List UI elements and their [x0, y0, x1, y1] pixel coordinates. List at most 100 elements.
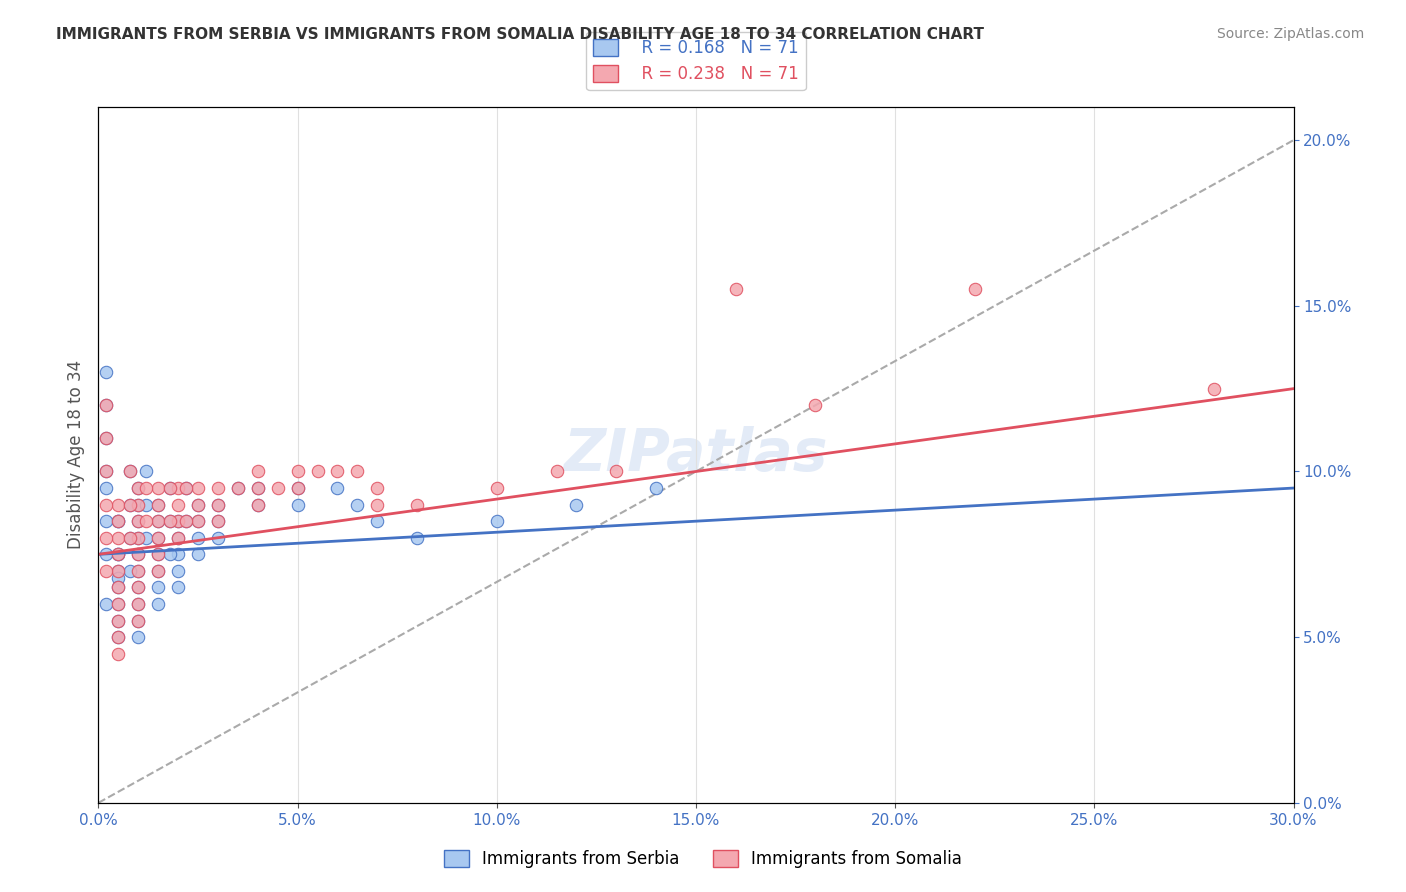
- Point: [127, 498, 149, 512]
- Point: [167, 581, 190, 595]
- Point: [963, 282, 986, 296]
- Point: [127, 597, 149, 611]
- Point: [96, 531, 118, 545]
- Point: [127, 531, 149, 545]
- Point: [187, 498, 209, 512]
- Point: [148, 597, 170, 611]
- Point: [120, 564, 142, 578]
- Point: [546, 465, 568, 479]
- Point: [127, 531, 149, 545]
- Point: [207, 514, 229, 528]
- Point: [226, 481, 249, 495]
- Point: [187, 498, 209, 512]
- Point: [724, 282, 747, 296]
- Point: [167, 481, 190, 495]
- Point: [107, 630, 129, 644]
- Point: [135, 465, 157, 479]
- Point: [326, 465, 349, 479]
- Point: [645, 481, 668, 495]
- Point: [148, 581, 170, 595]
- Point: [107, 581, 129, 595]
- Point: [246, 481, 269, 495]
- Point: [107, 581, 129, 595]
- Point: [287, 465, 309, 479]
- Point: [127, 581, 149, 595]
- Point: [187, 481, 209, 495]
- Point: [107, 570, 129, 584]
- Point: [96, 398, 118, 412]
- Point: [167, 514, 190, 528]
- Point: [148, 514, 170, 528]
- Point: [127, 581, 149, 595]
- Point: [207, 498, 229, 512]
- Point: [135, 498, 157, 512]
- Point: [346, 465, 368, 479]
- Point: [148, 531, 170, 545]
- Point: [267, 481, 290, 495]
- Point: [159, 547, 181, 561]
- Point: [287, 481, 309, 495]
- Point: [246, 481, 269, 495]
- Y-axis label: Disability Age 18 to 34: Disability Age 18 to 34: [66, 360, 84, 549]
- Point: [148, 547, 170, 561]
- Point: [127, 564, 149, 578]
- Point: [148, 514, 170, 528]
- Point: [207, 498, 229, 512]
- Point: [107, 498, 129, 512]
- Point: [148, 547, 170, 561]
- Point: [107, 547, 129, 561]
- Point: [107, 564, 129, 578]
- Point: [246, 498, 269, 512]
- Point: [96, 465, 118, 479]
- Point: [605, 465, 627, 479]
- Point: [167, 498, 190, 512]
- Point: [127, 547, 149, 561]
- Point: [187, 547, 209, 561]
- Point: [207, 514, 229, 528]
- Point: [107, 614, 129, 628]
- Point: [326, 481, 349, 495]
- Point: [207, 481, 229, 495]
- Point: [485, 481, 508, 495]
- Point: [159, 481, 181, 495]
- Point: [96, 564, 118, 578]
- Point: [187, 531, 209, 545]
- Point: [96, 431, 118, 445]
- Point: [148, 531, 170, 545]
- Point: [107, 597, 129, 611]
- Point: [167, 514, 190, 528]
- Point: [127, 514, 149, 528]
- Point: [148, 481, 170, 495]
- Point: [135, 481, 157, 495]
- Point: [167, 531, 190, 545]
- Point: [406, 531, 429, 545]
- Point: [246, 465, 269, 479]
- Point: [107, 514, 129, 528]
- Point: [1202, 382, 1225, 396]
- Point: [366, 498, 388, 512]
- Point: [120, 498, 142, 512]
- Point: [135, 531, 157, 545]
- Point: [565, 498, 588, 512]
- Point: [127, 614, 149, 628]
- Point: [366, 514, 388, 528]
- Point: [120, 465, 142, 479]
- Point: [96, 365, 118, 379]
- Point: [207, 531, 229, 545]
- Point: [174, 481, 197, 495]
- Point: [148, 564, 170, 578]
- Point: [120, 531, 142, 545]
- Point: [96, 498, 118, 512]
- Point: [174, 514, 197, 528]
- Point: [246, 498, 269, 512]
- Legend: Immigrants from Serbia, Immigrants from Somalia: Immigrants from Serbia, Immigrants from …: [437, 843, 969, 875]
- Point: [96, 597, 118, 611]
- Legend:   R = 0.168   N = 71,   R = 0.238   N = 71: R = 0.168 N = 71, R = 0.238 N = 71: [586, 32, 806, 90]
- Point: [96, 514, 118, 528]
- Point: [127, 564, 149, 578]
- Point: [127, 597, 149, 611]
- Point: [148, 564, 170, 578]
- Point: [96, 481, 118, 495]
- Point: [107, 564, 129, 578]
- Point: [127, 514, 149, 528]
